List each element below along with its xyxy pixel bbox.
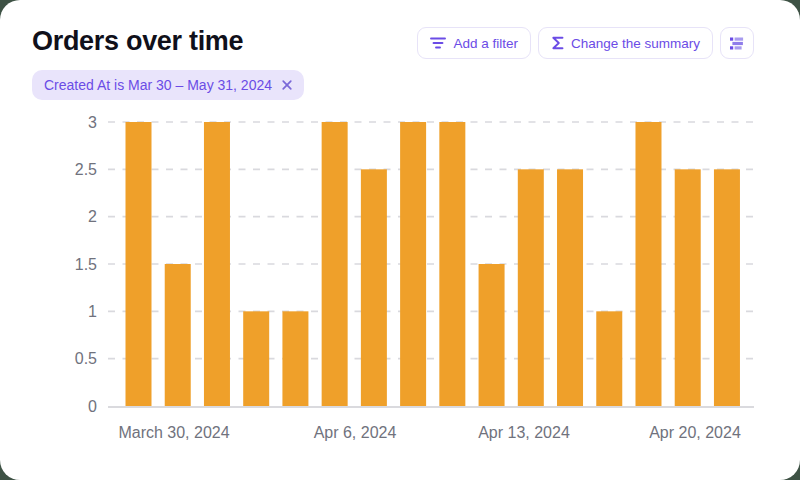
y-tick-label: 1 [88, 303, 97, 320]
y-tick-label: 2 [88, 208, 97, 225]
bar[interactable] [675, 169, 701, 406]
bar[interactable] [282, 311, 308, 406]
bar[interactable] [400, 122, 426, 406]
bar[interactable] [126, 122, 152, 406]
y-tick-label: 3 [88, 114, 97, 131]
orders-over-time-card: Orders over time Add a filter Change the… [0, 0, 800, 480]
bar[interactable] [557, 169, 583, 406]
bar[interactable] [361, 169, 387, 406]
x-tick-label: Apr 20, 2024 [649, 424, 741, 441]
bar[interactable] [439, 122, 465, 406]
bar[interactable] [714, 169, 740, 406]
y-tick-label: 2.5 [75, 161, 97, 178]
x-tick-label: Apr 13, 2024 [478, 424, 570, 441]
y-tick-label: 1.5 [75, 256, 97, 273]
bar[interactable] [204, 122, 230, 406]
bar[interactable] [635, 122, 661, 406]
y-tick-label: 0 [88, 398, 97, 415]
x-tick-label: Apr 6, 2024 [314, 424, 397, 441]
x-tick-label: March 30, 2024 [118, 424, 229, 441]
orders-bar-chart: 0 0.5 1 1.5 2 2.5 3 March 30, 2024 Apr 6, 2024 Ap… [0, 0, 800, 480]
bar[interactable] [596, 311, 622, 406]
bar[interactable] [322, 122, 348, 406]
bar[interactable] [479, 264, 505, 406]
bar[interactable] [165, 264, 191, 406]
bar[interactable] [518, 169, 544, 406]
y-tick-label: 0.5 [75, 350, 97, 367]
bar[interactable] [243, 311, 269, 406]
